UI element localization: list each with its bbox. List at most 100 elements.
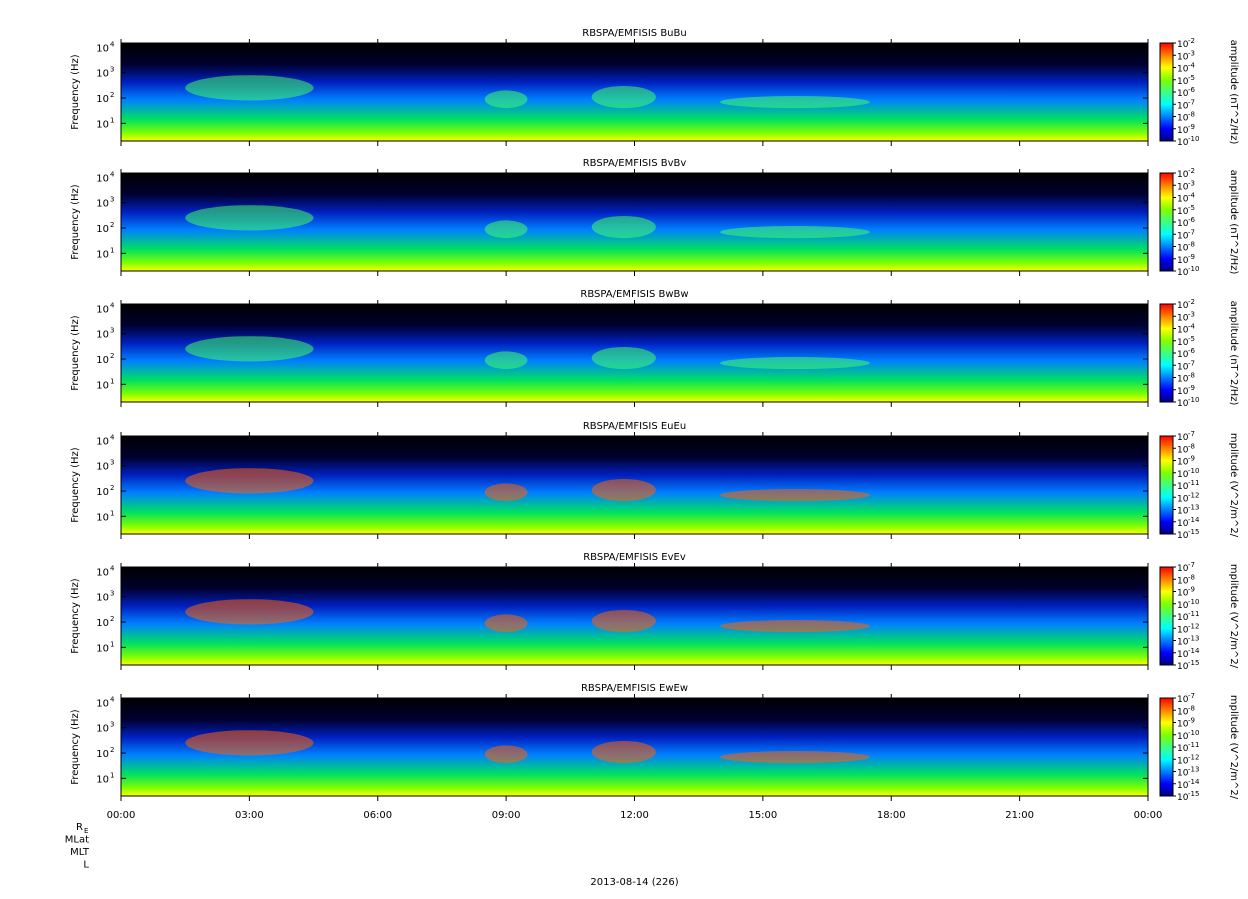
y-tick-label: 10	[96, 330, 109, 341]
wave-feature	[720, 226, 870, 239]
colorbar-tick-exponent: -10	[1188, 265, 1199, 273]
wave-feature	[591, 478, 656, 502]
colorbar-tick-label: 10	[1177, 662, 1189, 672]
y-tick-exponent: 3	[110, 327, 114, 335]
colorbar	[1159, 566, 1174, 666]
wave-feature	[591, 740, 656, 764]
y-axis-label: Frequency (Hz)	[70, 709, 81, 785]
colorbar-tick-exponent: -8	[1188, 241, 1195, 249]
ephemeris-label: MLat	[65, 835, 89, 846]
colorbar-tick-exponent: -9	[1188, 717, 1195, 725]
colorbar-tick-label: 10	[1177, 470, 1189, 480]
y-tick-exponent: 1	[110, 377, 114, 385]
colorbar-tick-label: 10	[1177, 589, 1189, 599]
colorbar-tick-label: 10	[1177, 613, 1189, 623]
colorbar-tick-label: 10	[1177, 744, 1189, 754]
y-axis-label: Frequency (Hz)	[70, 54, 81, 130]
colorbar-tick-exponent: -10	[1188, 135, 1199, 143]
y-tick-label: 10	[96, 224, 109, 235]
y-tick-label: 10	[96, 774, 109, 785]
wave-feature	[484, 483, 528, 502]
colorbar-tick-exponent: -14	[1188, 778, 1200, 786]
colorbar-tick-label: 10	[1177, 387, 1189, 397]
colorbar-tick-label: 10	[1177, 375, 1189, 385]
x-tick-label: 00:00	[1134, 810, 1163, 821]
y-axis-label: Frequency (Hz)	[70, 447, 81, 523]
y-tick-label: 10	[96, 436, 109, 447]
colorbar-tick-label: 10	[1177, 77, 1189, 87]
panel-title: RBSPA/EMFISIS BvBv	[583, 158, 687, 169]
colorbar-tick-label: 10	[1177, 65, 1189, 75]
colorbar-tick-exponent: -8	[1188, 704, 1195, 712]
colorbar-tick-label: 10	[1177, 732, 1189, 742]
ephemeris-subscript: E	[84, 827, 88, 835]
colorbar-tick-label: 10	[1177, 170, 1189, 180]
wave-feature	[720, 620, 870, 633]
x-tick-label: 03:00	[235, 810, 264, 821]
colorbar-tick-label: 10	[1177, 114, 1189, 124]
colorbar-tick-exponent: -3	[1188, 49, 1195, 57]
wave-feature	[185, 205, 314, 231]
colorbar-tick-exponent: -9	[1188, 586, 1195, 594]
colorbar-tick-exponent: -2	[1188, 298, 1195, 306]
colorbar-tick-exponent: -4	[1188, 192, 1196, 200]
colorbar-tick-exponent: -11	[1188, 610, 1199, 618]
y-tick-label: 10	[96, 698, 109, 709]
colorbar-tick-exponent: -2	[1188, 37, 1195, 45]
y-tick-label: 10	[96, 249, 109, 260]
colorbar-tick-exponent: -2	[1188, 167, 1195, 175]
colorbar-tick-label: 10	[1177, 362, 1189, 372]
y-tick-exponent: 3	[110, 590, 114, 598]
colorbar-tick-label: 10	[1177, 138, 1189, 148]
y-tick-exponent: 2	[110, 615, 114, 623]
colorbar-tick-exponent: -12	[1188, 491, 1199, 499]
colorbar-tick-exponent: -8	[1188, 442, 1195, 450]
colorbar-tick-exponent: -6	[1188, 347, 1196, 355]
colorbar-tick-exponent: -9	[1188, 384, 1195, 392]
wave-feature	[720, 357, 870, 370]
colorbar-label: mplitude (V^2/m^2/	[1228, 433, 1239, 538]
y-tick-exponent: 2	[110, 484, 114, 492]
y-tick-label: 10	[96, 567, 109, 578]
y-tick-label: 10	[96, 512, 109, 523]
wave-feature	[185, 468, 314, 494]
y-tick-label: 10	[96, 119, 109, 130]
colorbar-tick-label: 10	[1177, 769, 1189, 779]
colorbar-tick-exponent: -11	[1188, 479, 1199, 487]
colorbar-tick-exponent: -7	[1188, 561, 1195, 569]
wave-feature	[591, 85, 656, 109]
wave-feature	[484, 745, 528, 764]
ephemeris-label: L	[83, 860, 89, 871]
panel-title: RBSPA/EMFISIS EwEw	[581, 683, 688, 694]
colorbar-tick-label: 10	[1177, 231, 1189, 241]
colorbar-tick-label: 10	[1177, 601, 1189, 611]
colorbar-tick-label: 10	[1177, 638, 1189, 648]
y-tick-label: 10	[96, 43, 109, 54]
colorbar-tick-label: 10	[1177, 89, 1189, 99]
colorbar	[1159, 303, 1174, 403]
wave-feature	[484, 351, 528, 370]
x-tick-label: 06:00	[363, 810, 392, 821]
y-tick-exponent: 1	[110, 771, 114, 779]
colorbar-tick-label: 10	[1177, 433, 1189, 443]
colorbar-tick-label: 10	[1177, 207, 1189, 217]
colorbar-tick-exponent: -8	[1188, 372, 1195, 380]
colorbar-tick-label: 10	[1177, 350, 1189, 360]
colorbar-tick-label: 10	[1177, 126, 1189, 136]
y-tick-exponent: 2	[110, 221, 114, 229]
y-tick-exponent: 1	[110, 116, 114, 124]
colorbar-tick-label: 10	[1177, 695, 1189, 705]
y-tick-label: 10	[96, 593, 109, 604]
colorbar-tick-label: 10	[1177, 707, 1189, 717]
colorbar-tick-label: 10	[1177, 458, 1189, 468]
wave-feature	[185, 336, 314, 362]
wave-feature	[720, 489, 870, 502]
colorbar-tick-exponent: -10	[1188, 396, 1199, 404]
colorbar-tick-label: 10	[1177, 625, 1189, 635]
colorbar-tick-exponent: -8	[1188, 111, 1195, 119]
